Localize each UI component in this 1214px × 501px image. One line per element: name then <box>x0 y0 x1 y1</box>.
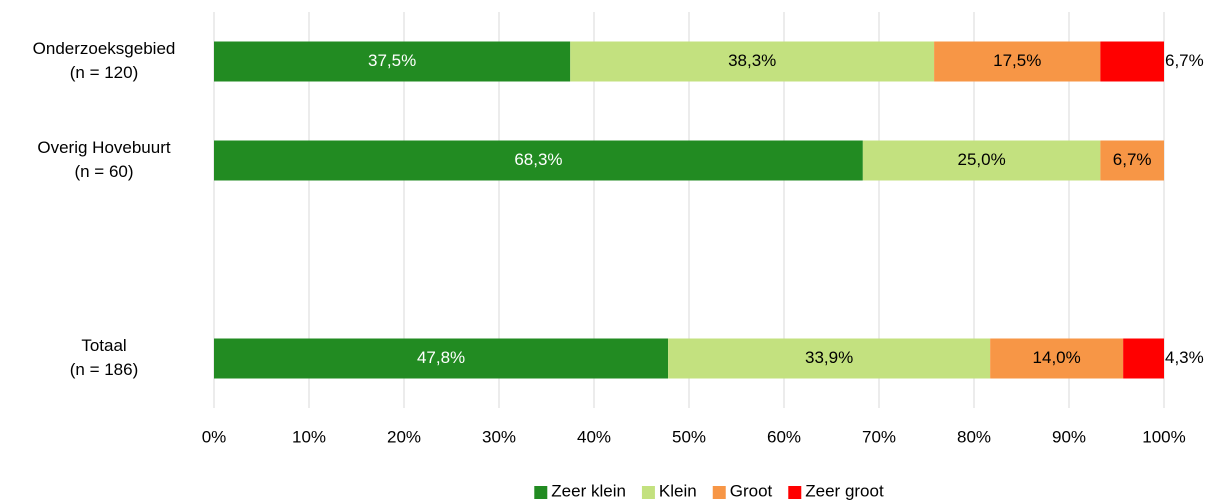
bar-segment <box>934 41 1101 82</box>
legend-label: Klein <box>659 481 697 500</box>
bar-segment <box>1100 41 1164 82</box>
y-tick-label: (n = 60) <box>74 162 133 181</box>
x-tick-label: 80% <box>957 427 991 446</box>
x-tick-label: 0% <box>202 427 227 446</box>
bar-segment <box>214 41 571 82</box>
x-tick-label: 100% <box>1142 427 1185 446</box>
x-tick-label: 10% <box>292 427 326 446</box>
legend-swatch <box>641 486 655 499</box>
legend-swatch <box>534 486 548 499</box>
x-tick-label: 60% <box>767 427 801 446</box>
y-tick-label: (n = 120) <box>70 63 139 82</box>
data-label: 6,7% <box>1165 51 1204 70</box>
bar-segment <box>1123 338 1164 379</box>
y-tick-label: Totaal <box>81 336 126 355</box>
x-tick-label: 40% <box>577 427 611 446</box>
y-tick-label: Onderzoeksgebied <box>33 39 176 58</box>
bar-segment <box>214 338 669 379</box>
data-label: 17,5% <box>993 51 1041 70</box>
x-tick-label: 70% <box>862 427 896 446</box>
data-label: 68,3% <box>514 150 562 169</box>
data-label: 47,8% <box>417 348 465 367</box>
x-tick-label: 20% <box>387 427 421 446</box>
bar-segment <box>990 338 1124 379</box>
data-label: 14,0% <box>1033 348 1081 367</box>
data-label: 38,3% <box>728 51 776 70</box>
legend-swatch <box>712 486 726 499</box>
legend-label: Zeer groot <box>805 481 884 500</box>
x-tick-label: 50% <box>672 427 706 446</box>
data-label: 4,3% <box>1165 348 1204 367</box>
legend-swatch <box>788 486 802 499</box>
bar-segment <box>570 41 935 82</box>
bar-segment <box>1100 140 1164 181</box>
bar-segment <box>862 140 1101 181</box>
data-label: 6,7% <box>1113 150 1152 169</box>
y-tick-label: Overig Hovebuurt <box>37 138 171 157</box>
y-tick-label: (n = 186) <box>70 360 139 379</box>
bar-segment <box>668 338 991 379</box>
legend-label: Groot <box>730 481 773 500</box>
bar-segment <box>214 140 863 181</box>
x-tick-label: 30% <box>482 427 516 446</box>
x-tick-label: 90% <box>1052 427 1086 446</box>
legend-label: Zeer klein <box>551 481 626 500</box>
data-label: 33,9% <box>805 348 853 367</box>
data-label: 25,0% <box>957 150 1005 169</box>
data-label: 37,5% <box>368 51 416 70</box>
